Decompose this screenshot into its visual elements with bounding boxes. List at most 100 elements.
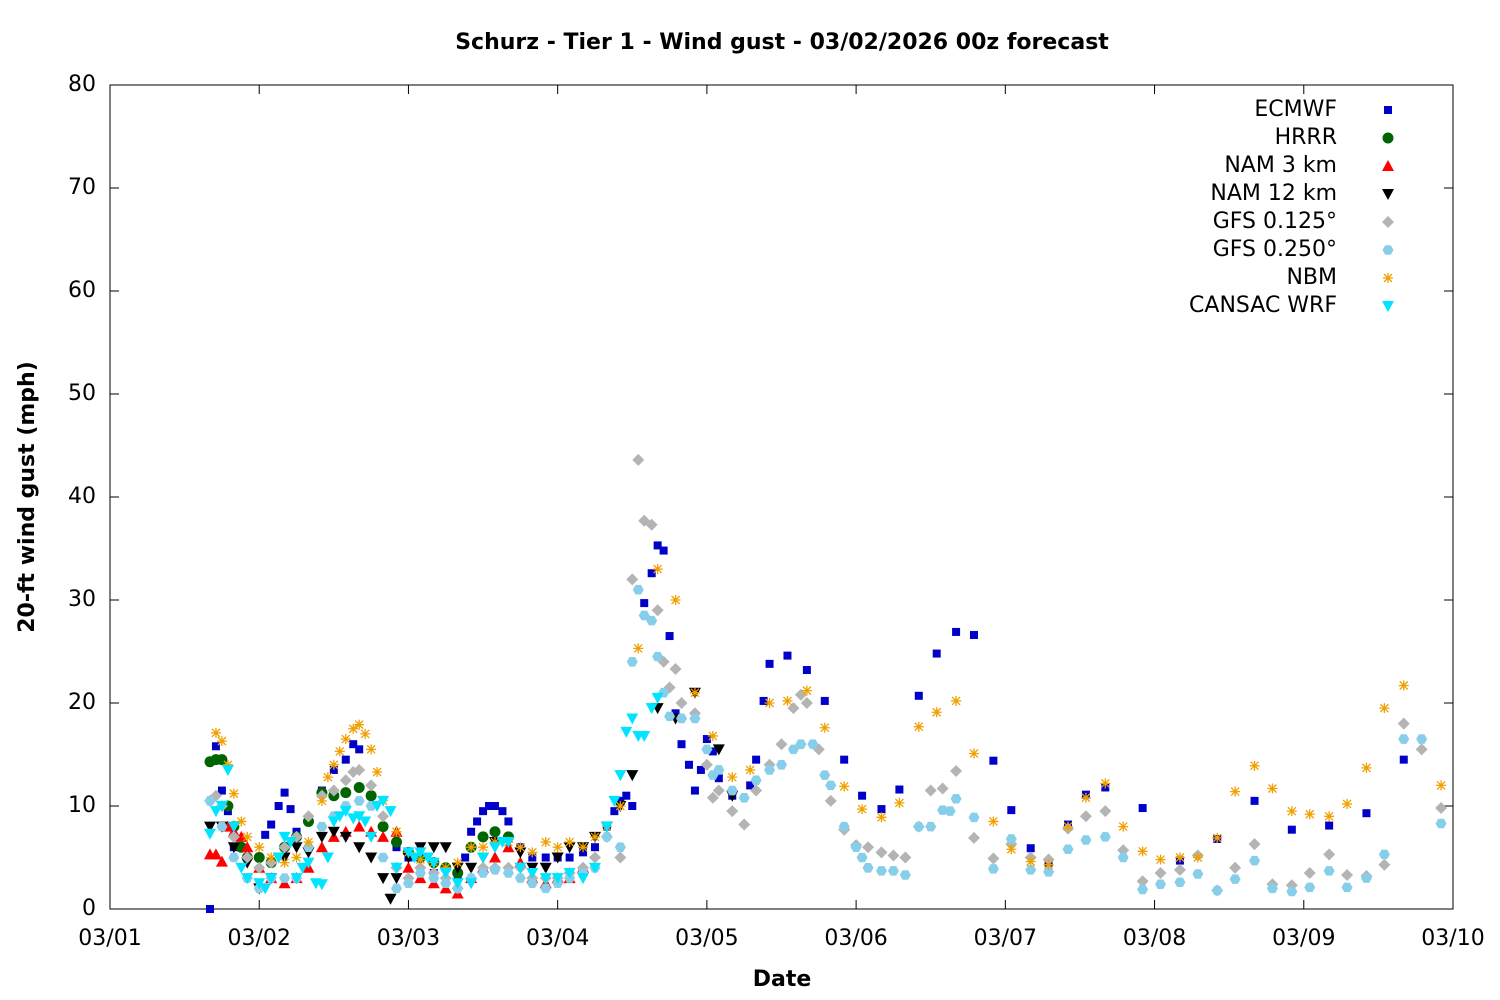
data-point — [726, 785, 738, 796]
data-point — [360, 728, 371, 739]
data-point — [1250, 796, 1259, 805]
data-point — [783, 651, 792, 660]
data-point — [316, 821, 328, 832]
data-point — [377, 821, 389, 833]
data-point — [502, 868, 514, 878]
data-point — [1079, 810, 1092, 823]
data-point — [355, 745, 364, 754]
data-point — [588, 862, 601, 874]
data-point — [1435, 818, 1447, 829]
data-point — [759, 696, 768, 705]
data-point — [712, 784, 725, 797]
data-point — [689, 713, 701, 724]
data-point — [541, 853, 550, 862]
data-point — [221, 764, 234, 776]
data-point — [988, 816, 999, 827]
data-point — [620, 726, 633, 738]
data-point — [702, 735, 711, 744]
data-point — [284, 837, 297, 849]
data-point — [539, 862, 552, 874]
data-point — [645, 703, 658, 715]
data-point — [1099, 832, 1111, 842]
data-point — [265, 873, 278, 885]
y-tick-label: 80 — [68, 72, 96, 97]
data-point — [653, 541, 662, 550]
data-point — [1398, 680, 1409, 691]
data-point — [334, 746, 345, 757]
data-point — [875, 846, 888, 859]
data-point — [1155, 854, 1166, 865]
data-point — [876, 812, 887, 823]
data-point — [1212, 832, 1223, 843]
data-point — [222, 759, 233, 770]
data-point — [315, 841, 328, 853]
data-point — [439, 867, 452, 879]
data-point — [303, 837, 314, 848]
data-point — [1267, 783, 1278, 794]
data-point — [315, 831, 328, 843]
data-point — [540, 837, 551, 848]
data-point — [820, 696, 829, 705]
x-tick-label: 03/02 — [228, 926, 291, 951]
data-point — [858, 791, 867, 800]
data-point — [327, 816, 340, 828]
data-point — [632, 584, 644, 595]
data-point — [895, 785, 904, 794]
data-point — [1436, 780, 1447, 791]
data-point — [203, 828, 216, 840]
data-point — [600, 821, 613, 833]
data-point — [1323, 848, 1336, 861]
data-point — [1360, 873, 1372, 883]
data-point — [253, 861, 266, 874]
data-point — [647, 569, 656, 578]
data-point — [478, 842, 489, 853]
data-point — [489, 837, 500, 848]
x-tick-label: 03/10 — [1421, 926, 1484, 951]
data-point — [899, 851, 912, 864]
data-point — [924, 784, 937, 797]
data-point — [689, 687, 700, 698]
data-point — [1043, 859, 1054, 870]
data-point — [707, 730, 718, 741]
legend-marker — [1382, 160, 1394, 171]
data-point — [488, 842, 501, 854]
legend-label: ECMWF — [1254, 97, 1337, 122]
data-point — [952, 627, 961, 636]
y-tick-label: 60 — [68, 278, 96, 303]
x-tick-label: 03/09 — [1272, 926, 1335, 951]
data-point — [1378, 858, 1391, 871]
y-tick-label: 0 — [82, 896, 96, 921]
data-point — [795, 739, 807, 749]
legend-label: NAM 3 km — [1224, 153, 1337, 178]
data-point — [651, 692, 664, 704]
data-point — [913, 821, 925, 832]
data-point — [349, 740, 358, 749]
data-point — [819, 770, 831, 780]
data-point — [290, 873, 303, 885]
data-point — [1005, 834, 1017, 844]
data-point — [1117, 852, 1129, 863]
data-point — [485, 802, 494, 810]
data-point — [752, 755, 761, 764]
data-point — [950, 794, 962, 804]
data-point — [1286, 806, 1297, 817]
data-point — [750, 775, 762, 786]
y-tick-label: 10 — [68, 793, 96, 818]
data-point — [1025, 865, 1037, 875]
data-point — [272, 852, 285, 864]
data-point — [1174, 877, 1186, 887]
data-point — [209, 848, 222, 860]
data-point — [504, 817, 513, 826]
data-point — [1287, 825, 1296, 834]
data-point — [787, 744, 799, 755]
data-point — [1249, 760, 1260, 771]
data-point — [1173, 863, 1186, 876]
data-point — [669, 663, 682, 676]
data-point — [477, 852, 490, 864]
data-point — [1229, 874, 1241, 884]
data-point — [1062, 844, 1074, 855]
data-point — [665, 632, 674, 641]
data-point — [614, 851, 627, 864]
data-point — [235, 862, 248, 874]
